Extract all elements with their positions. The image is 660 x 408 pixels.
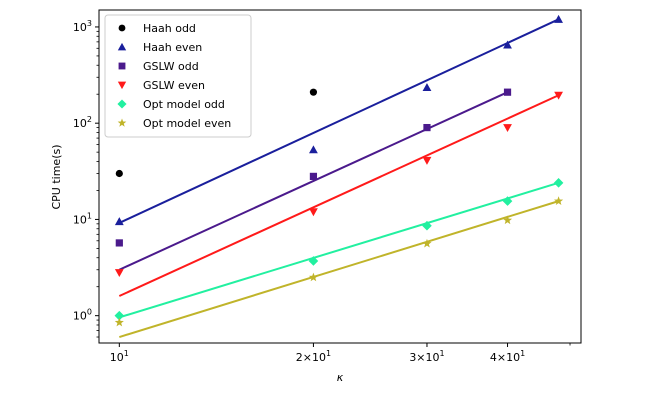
legend-marker-4: [117, 99, 127, 109]
data-point-4-3: [502, 196, 513, 206]
data-point-3-0: [114, 269, 124, 278]
legend: Haah odd Haah even GSLW odd GSLW even Opt mo…: [104, 14, 252, 138]
data-markers: [114, 14, 564, 327]
data-point-1-2: [422, 83, 432, 91]
data-point-2-3: [503, 88, 512, 96]
data-point-2-1: [309, 172, 318, 180]
data-point-5-0: [114, 317, 124, 327]
fit-line-5: [119, 200, 559, 338]
x-tick-label-3: 4×101: [490, 349, 525, 364]
data-point-5-2: [422, 238, 432, 248]
data-point-5-1: [308, 272, 318, 282]
legend-label-1: Haah even: [143, 41, 202, 54]
y-axis-label: CPU time(s): [50, 144, 63, 209]
data-point-5-4: [554, 196, 564, 205]
plot-frame: [98, 9, 582, 344]
data-point-4-1: [308, 256, 319, 266]
x-tick-label-1: 2×101: [296, 349, 331, 364]
fit-line-4: [119, 181, 559, 319]
data-point-3-2: [422, 156, 432, 165]
data-point-0-1: [309, 88, 318, 96]
data-point-4-0: [114, 310, 125, 321]
fit-line-2: [118, 91, 508, 271]
data-point-5-3: [502, 215, 513, 225]
legend-label-2: GSLW odd: [143, 60, 199, 73]
data-point-4-4: [553, 178, 564, 188]
x-tick-label-0: 101: [110, 349, 129, 364]
legend-marker-3: [117, 81, 127, 90]
data-point-1-0: [114, 217, 124, 226]
data-point-2-0: [115, 239, 123, 247]
legend-marker-5: [117, 118, 127, 127]
fit-line-3: [118, 94, 560, 297]
x-axis: 101 2×101 3×101 4×101: [110, 343, 571, 364]
y-tick-label-3: 103: [73, 19, 92, 34]
data-point-2-2: [423, 123, 431, 132]
legend-label-0: Haah odd: [143, 22, 196, 35]
legend-marker-1: [117, 42, 127, 51]
x-tick-label-2: 3×101: [409, 349, 444, 364]
fit-lines: [118, 18, 560, 338]
data-point-0-0: [115, 169, 123, 178]
y-tick-label-2: 102: [73, 115, 92, 130]
data-point-1-3: [503, 40, 512, 49]
fit-line-1: [118, 18, 560, 224]
y-axis: 100 101 102 103: [73, 19, 99, 338]
data-point-3-4: [554, 91, 563, 100]
legend-box: [104, 14, 252, 138]
data-point-1-4: [554, 14, 563, 23]
legend-marker-2: [118, 62, 126, 70]
data-point-4-2: [422, 220, 432, 231]
legend-label-3: GSLW even: [143, 79, 205, 92]
data-point-3-1: [309, 208, 318, 217]
data-point-3-3: [503, 124, 512, 132]
y-tick-label-0: 100: [73, 308, 92, 323]
data-point-1-1: [309, 145, 318, 154]
x-axis-label: κ: [337, 371, 344, 384]
legend-label-5: Opt model even: [143, 117, 231, 130]
legend-marker-0: [118, 24, 126, 32]
legend-label-4: Opt model odd: [143, 98, 225, 111]
y-tick-label-1: 101: [73, 211, 92, 226]
